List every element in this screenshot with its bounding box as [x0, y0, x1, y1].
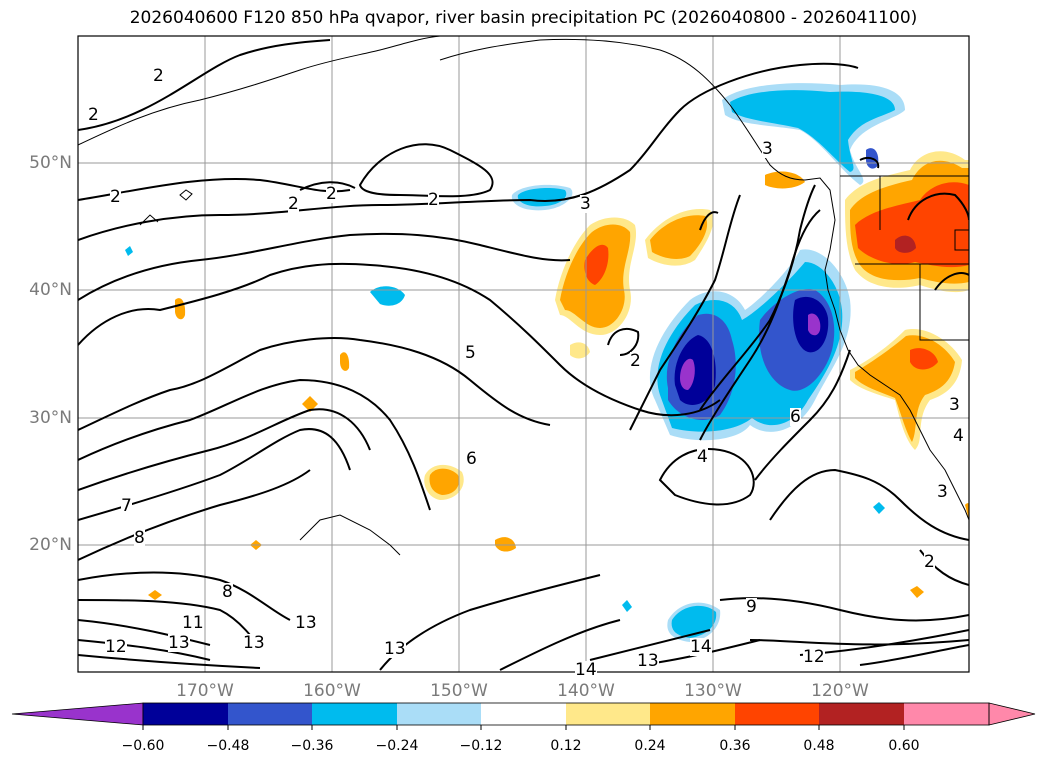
- coastlines: [78, 36, 969, 556]
- contour-label: 12: [105, 637, 127, 657]
- contour-label: 2: [924, 552, 935, 572]
- qvapor-contours: [78, 39, 969, 671]
- colorbar-bin: [650, 703, 735, 725]
- colorbar-tick-label: −0.48: [206, 738, 250, 754]
- colorbar-tick-label: −0.36: [290, 738, 334, 754]
- contour-label: 2: [88, 105, 99, 125]
- lat-label-50n: 50°N: [29, 153, 72, 173]
- lat-label-30n: 30°N: [29, 408, 72, 428]
- colorbar-tick-label: 0.60: [888, 738, 920, 754]
- contour-label: 12: [803, 647, 825, 667]
- map-frame: [77, 35, 970, 673]
- colorbar-tick-label: 0.36: [719, 738, 751, 754]
- colorbar-bin: [397, 703, 481, 725]
- contour-label: 13: [295, 613, 317, 633]
- graticule: [78, 36, 969, 672]
- contour-label: 6: [466, 449, 477, 469]
- colorbar: [11, 702, 1036, 730]
- contour-label: 2: [326, 184, 337, 204]
- colorbar-under-arrow: [11, 702, 144, 726]
- lat-label-40n: 40°N: [29, 280, 72, 300]
- contour-label: 2: [428, 190, 439, 210]
- colorbar-bin: [143, 703, 228, 725]
- contour-label: 6: [790, 407, 801, 427]
- contour-label: 13: [637, 651, 659, 671]
- contour-label: 3: [937, 482, 948, 502]
- colorbar-tick-label: 0.48: [803, 738, 835, 754]
- colorbar-tick-label: −0.12: [459, 738, 503, 754]
- contour-label: 7: [121, 496, 132, 516]
- colorbar-bin: [228, 703, 312, 725]
- map-area: [78, 36, 969, 672]
- contour-label: 11: [182, 613, 204, 633]
- contour-label: 8: [222, 582, 233, 602]
- contour-label: 3: [580, 194, 591, 214]
- contour-label: 2: [153, 66, 164, 86]
- colorbar-bin: [312, 703, 397, 725]
- colorbar-bin: [566, 703, 650, 725]
- contour-label: 3: [762, 139, 773, 159]
- contour-label: 5: [465, 343, 476, 363]
- colorbar-tick-label: −0.60: [121, 738, 165, 754]
- lon-label-150w: 150°W: [430, 681, 488, 701]
- colorbar-bin: [735, 703, 819, 725]
- precipitation-shading: [125, 83, 969, 642]
- contour-label: 8: [134, 528, 145, 548]
- contour-label: 2: [110, 187, 121, 207]
- map-title: 2026040600 F120 850 hPa qvapor, river ba…: [129, 8, 918, 28]
- contour-label: 9: [746, 597, 757, 617]
- contour-label: 2: [288, 194, 299, 214]
- contour-label: 4: [953, 426, 964, 446]
- lon-label-140w: 140°W: [557, 681, 615, 701]
- contour-label: 14: [575, 660, 597, 680]
- contour-label: 2: [630, 351, 641, 371]
- contour-label: 4: [697, 447, 708, 467]
- contour-label: 13: [243, 633, 265, 653]
- lon-label-170w: 170°W: [176, 681, 234, 701]
- colorbar-bin: [481, 703, 566, 725]
- colorbar-bin: [819, 703, 904, 725]
- contour-label: 14: [690, 637, 712, 657]
- contour-label: 3: [949, 395, 960, 415]
- contour-label: 13: [168, 633, 190, 653]
- lon-label-120w: 120°W: [811, 681, 869, 701]
- colorbar-tick-label: −0.24: [375, 738, 419, 754]
- contour-label: 13: [384, 639, 406, 659]
- lat-label-20n: 20°N: [29, 535, 72, 555]
- lon-label-160w: 160°W: [303, 681, 361, 701]
- lon-label-130w: 130°W: [684, 681, 742, 701]
- colorbar-over-arrow: [988, 702, 1036, 726]
- colorbar-tick-label: 0.24: [634, 738, 666, 754]
- colorbar-bin: [904, 703, 989, 725]
- colorbar-tick-label: 0.12: [550, 738, 582, 754]
